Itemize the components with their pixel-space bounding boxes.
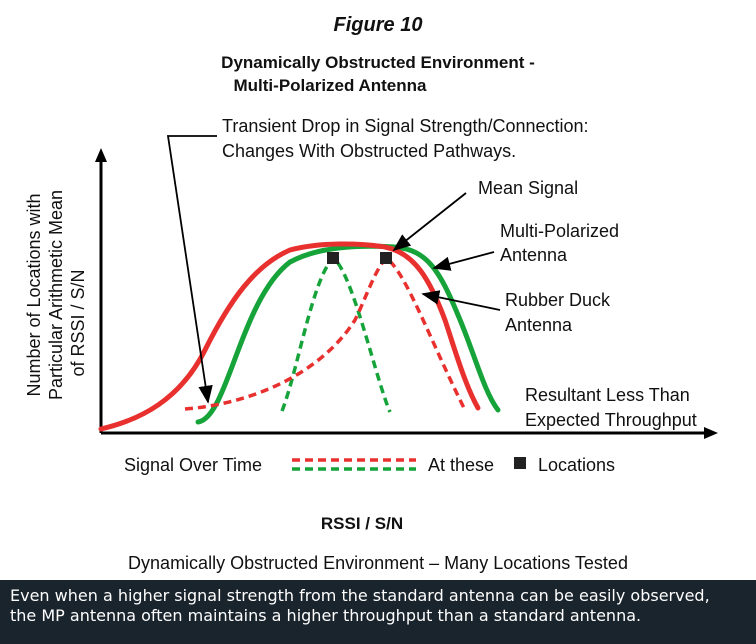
caption-line-2: the MP antenna often maintains a higher …: [10, 606, 642, 625]
curves: [98, 241, 501, 432]
rubber-duck-arrow: [421, 290, 501, 311]
y-axis-arrowhead: [95, 148, 107, 162]
subtitle: Dynamically Obstructed Environment – Man…: [128, 553, 628, 573]
mean-signal-marker-2: [380, 252, 392, 264]
multi-polarized-label-line-1: Multi-Polarized: [500, 221, 619, 241]
figure-label: Figure 10: [334, 14, 423, 36]
multi-polarized-arrow: [432, 251, 495, 271]
mean-signal-arrow: [392, 192, 467, 252]
mean-signal-marker-1: [327, 252, 339, 264]
transient-drop-label-line-2: Changes With Obstructed Pathways.: [222, 141, 516, 161]
rubber-duck-label-line-2: Antenna: [505, 315, 573, 335]
y-axis-label-line-2: Particular Arithmetic Mean: [46, 190, 66, 400]
legend: Signal Over Time At these Locations: [124, 455, 615, 475]
figure-panel: [0, 0, 756, 580]
rubber-duck-label-line-1: Rubber Duck: [505, 290, 611, 310]
legend-signal-over-time: Signal Over Time: [124, 455, 262, 475]
legend-at-these: At these: [428, 455, 494, 475]
transient-drop-label-line-1: Transient Drop in Signal Strength/Connec…: [222, 116, 589, 136]
y-axis-label-line-1: Number of Locations with: [24, 193, 44, 396]
red-signal-over-time-dashed: [184, 255, 467, 411]
caption-line-1: Even when a higher signal strength from …: [10, 586, 710, 605]
diagram: Figure 10 Dynamically Obstructed Environ…: [24, 14, 718, 573]
resultant-label-line-1: Resultant Less Than: [525, 385, 690, 405]
caption-bar: Even when a higher signal strength from …: [0, 580, 756, 644]
x-axis-arrowhead: [704, 427, 718, 439]
multi-polarized-curve: [195, 243, 501, 425]
annotation-arrows: [166, 135, 501, 404]
multi-polarized-label-line-2: Antenna: [500, 245, 568, 265]
y-axis-label-line-3: of RSSI / S/N: [68, 269, 88, 376]
legend-locations: Locations: [538, 455, 615, 475]
title-line-1: Dynamically Obstructed Environment -: [221, 53, 535, 72]
mean-signal-label: Mean Signal: [478, 178, 578, 198]
x-axis-label: RSSI / S/N: [321, 514, 403, 533]
rubber-duck-curve: [98, 241, 481, 432]
axes: [95, 148, 718, 439]
transient-drop-arrow: [166, 135, 217, 404]
y-axis-label: Number of Locations with Particular Arit…: [24, 190, 88, 400]
resultant-label-line-2: Expected Throughput: [525, 410, 697, 430]
legend-square-marker: [514, 457, 526, 469]
title-line-2: Multi-Polarized Antenna: [234, 76, 428, 95]
